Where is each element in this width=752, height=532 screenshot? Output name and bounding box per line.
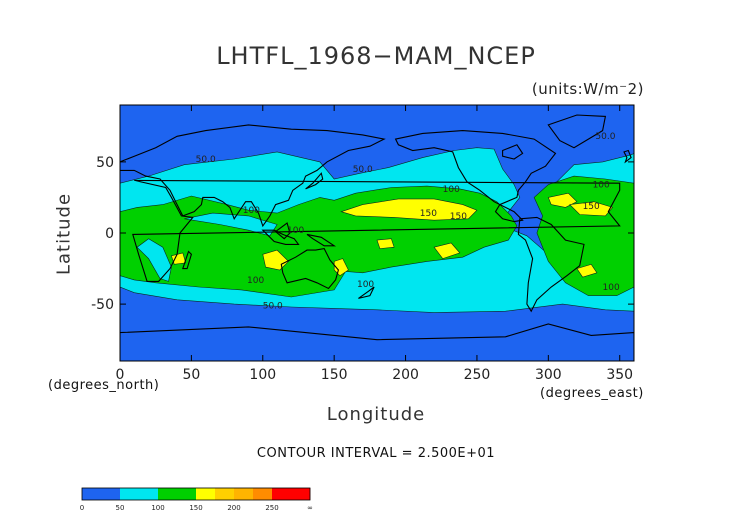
colorbar-label: ∞ — [307, 504, 313, 512]
coastline-greenland — [547, 114, 607, 149]
coastline-antarctica — [120, 323, 634, 361]
x-tick-label: 200 — [392, 367, 419, 383]
coastline-uk — [623, 149, 632, 164]
coastline-borneo — [274, 222, 291, 240]
chart-title: LHTFL_1968−MAM_NCEP — [216, 42, 536, 70]
x-axis-label: Longitude — [326, 404, 426, 425]
colorbar-swatch — [101, 488, 121, 500]
colorbar-swatch — [291, 488, 311, 500]
x-unit-label: (degrees_east) — [540, 386, 644, 401]
colorbar-label: 0 — [80, 504, 84, 512]
colorbar-swatch — [139, 488, 159, 500]
heat-region-150-200 — [340, 198, 478, 221]
contour-label: 100 — [593, 180, 610, 190]
colorbar-swatch — [177, 488, 197, 500]
colorbar-swatch — [196, 488, 216, 500]
heat-region-150-200 — [262, 249, 289, 271]
coastline-hudson-bay — [502, 144, 524, 160]
colorbar-label: 150 — [189, 504, 202, 512]
contour-label: 150 — [583, 202, 600, 212]
colorbar-label: 250 — [265, 504, 278, 512]
y-tick-label: 0 — [105, 226, 114, 242]
x-tick-label: 150 — [321, 367, 348, 383]
x-tick-label: 0 — [116, 367, 125, 383]
y-tick-label: -50 — [91, 297, 114, 313]
contour-label: 100 — [443, 185, 460, 195]
heat-region-150-200 — [576, 263, 598, 278]
y-tick-label: 50 — [96, 155, 114, 171]
x-tick-label: 350 — [606, 367, 633, 383]
contour-label: 100 — [247, 276, 264, 286]
x-tick-label: 250 — [464, 367, 491, 383]
contour-label: 50.0 — [595, 132, 615, 142]
heat-region-50-100 — [136, 238, 172, 282]
coastline-new-zealand — [358, 286, 375, 299]
contour-interval-label: CONTOUR INTERVAL = 2.500E+01 — [256, 446, 496, 461]
coastline-japan — [305, 172, 324, 190]
coastline-africa — [132, 179, 621, 282]
x-tick-label: 300 — [535, 367, 562, 383]
colorbar-label: 100 — [151, 504, 164, 512]
units-label: (units:W/m⁻2) — [531, 80, 644, 98]
colorbar-swatch — [215, 488, 235, 500]
contour-label: 150 — [420, 209, 437, 219]
coastline-australia — [280, 247, 340, 290]
colorbar-swatch — [234, 488, 254, 500]
contour-label: 100 — [603, 283, 620, 293]
colorbar-swatch — [272, 488, 292, 500]
contour-label: 100 — [357, 280, 374, 290]
coastline-south-america — [517, 216, 585, 313]
coastline-madagascar — [182, 250, 193, 270]
contour-label: 100 — [243, 206, 260, 216]
colorbar-swatch — [82, 488, 102, 500]
colorbar-label: 200 — [227, 504, 240, 512]
contour-label: 50.0 — [263, 301, 283, 311]
contour-label: 150 — [450, 212, 467, 222]
colorbar-swatch — [158, 488, 178, 500]
contour-label: 50.0 — [353, 165, 373, 175]
contour-label: 50.0 — [196, 155, 216, 165]
colorbar-frame — [81, 487, 311, 501]
colorbar-label: 50 — [116, 504, 125, 512]
coastline-new-guinea — [306, 233, 337, 247]
contour-label: 100 — [287, 226, 304, 236]
heat-region-150-200 — [433, 242, 461, 259]
x-tick-label: 50 — [182, 367, 200, 383]
heat-region-150-200 — [569, 201, 614, 217]
colorbar-swatch — [120, 488, 140, 500]
coastline-eurasia — [120, 124, 386, 228]
colorbar-swatch — [253, 488, 273, 500]
y-unit-label: (degrees_north) — [48, 378, 160, 393]
heat-region-150-200 — [376, 238, 395, 249]
coastline-north-america — [394, 130, 557, 223]
x-tick-label: 100 — [249, 367, 276, 383]
